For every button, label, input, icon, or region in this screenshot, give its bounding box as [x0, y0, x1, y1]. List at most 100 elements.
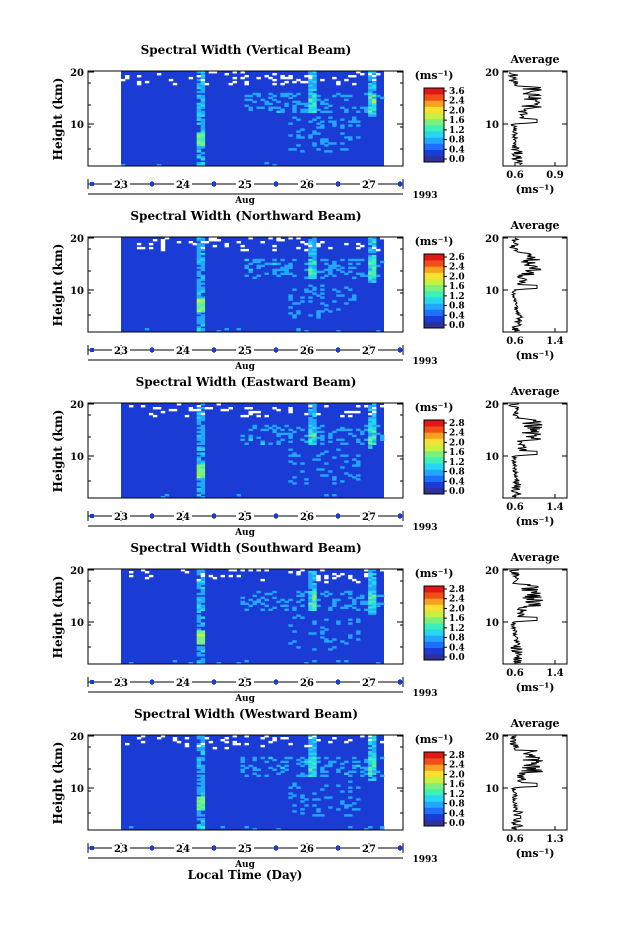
heatmap-cell [200, 490, 206, 493]
heatmap-cell [312, 94, 317, 98]
heatmap-cell [380, 594, 385, 598]
heatmap-cell [272, 590, 277, 594]
heatmap-cell [328, 592, 333, 596]
heatmap-cell [196, 407, 202, 410]
heatmap-cell [348, 774, 353, 777]
heatmap-cell [196, 144, 202, 147]
heatmap-cell [312, 737, 317, 740]
heatmap-cell [300, 102, 305, 106]
heatmap-cell [292, 640, 297, 643]
heatmap-cell [348, 258, 353, 262]
heatmap-cell [312, 276, 317, 279]
heatmap-cell [312, 80, 317, 84]
heatmap-cell [356, 454, 361, 457]
heatmap-gap [156, 407, 162, 410]
heatmap-cell [308, 106, 313, 109]
heatmap-cell [256, 768, 261, 771]
heatmap-cell [372, 248, 377, 252]
heatmap-cell [324, 638, 329, 641]
heatmap-cell [312, 254, 317, 258]
heatmap-cell [368, 434, 373, 438]
heatmap-cell [372, 598, 377, 602]
heatmap-gap [208, 407, 214, 410]
heatmap-cell [324, 590, 329, 594]
heatmap-cell [316, 270, 321, 273]
heatmap-cell [200, 244, 206, 248]
heatmap-cell [196, 642, 202, 645]
heatmap-cell [352, 600, 357, 604]
heatmap-cell [200, 598, 206, 602]
heatmap-cell [372, 80, 377, 84]
heatmap-cell [200, 118, 206, 121]
heatmap-cell [256, 92, 261, 96]
heatmap-gap [228, 407, 233, 410]
heatmap-cell [200, 590, 206, 594]
heatmap-gap [368, 735, 373, 738]
heatmap-cell [308, 586, 313, 590]
heatmap-cell [372, 86, 377, 90]
heatmap-cell [200, 276, 206, 279]
heatmap-cell [312, 106, 317, 109]
heatmap-cell [344, 604, 349, 607]
heatmap-cell [200, 616, 206, 619]
heatmap-gap [224, 746, 229, 750]
heatmap-cell [196, 756, 202, 760]
heatmap-cell [276, 764, 281, 768]
heatmap-cell [324, 756, 329, 760]
heatmap-cell [328, 440, 333, 443]
heatmap-cell [352, 770, 357, 773]
heatmap-cell [376, 602, 381, 605]
heatmap-cell [196, 774, 202, 777]
heatmap-cell [200, 737, 206, 740]
heatmap-cell [200, 282, 206, 285]
heatmap-cell [316, 454, 321, 457]
heatmap-cell [196, 112, 202, 115]
colorbar-segment [424, 131, 444, 138]
heatmap-gap [125, 75, 130, 78]
heatmap-cell [284, 270, 289, 273]
heatmap-gap [360, 244, 365, 248]
heatmap-cell [312, 432, 317, 436]
heatmap-cell [196, 288, 202, 291]
heatmap-cell [300, 616, 305, 619]
heatmap-cell [200, 90, 206, 94]
heatmap-cell [340, 270, 345, 273]
heatmap-cell [196, 282, 202, 285]
heatmap-cell [200, 786, 206, 789]
average-title: Average [509, 219, 559, 232]
panel-3: Spectral Width (Eastward Beam)2010Height… [51, 375, 568, 538]
day-label-background [174, 346, 192, 354]
heatmap-cell [368, 78, 373, 82]
heatmap-cell [320, 434, 325, 438]
heatmap-cell [200, 480, 206, 483]
heatmap-cell [316, 148, 321, 151]
heatmap-gap [212, 746, 218, 750]
heatmap-cell [372, 280, 377, 283]
colorbar-tick-label: 1.2 [449, 126, 465, 136]
colorbar-segment [424, 112, 444, 120]
heatmap-cell [308, 768, 313, 771]
heatmap-gap [296, 571, 301, 574]
heatmap-cell [372, 752, 377, 756]
heatmap-cell [292, 148, 297, 151]
heatmap-cell [292, 116, 297, 119]
day-label-background [360, 844, 378, 852]
heatmap-gap [136, 246, 142, 250]
heatmap-gap [129, 571, 134, 574]
heatmap-cell [356, 608, 361, 611]
heatmap-cell [308, 571, 313, 574]
heatmap-cell [236, 494, 241, 497]
heatmap-cell [268, 766, 273, 770]
heatmap-cell [312, 84, 317, 88]
heatmap-cell [344, 806, 349, 809]
heatmap-cell [280, 94, 285, 98]
heatmap-cell [196, 318, 202, 321]
heatmap-gap [208, 740, 214, 744]
heatmap-cell [344, 302, 349, 305]
heatmap-cell [312, 110, 317, 113]
heatmap-cell [340, 802, 345, 805]
heatmap-cell [200, 418, 206, 422]
heatmap-cell [200, 472, 206, 475]
heatmap-cell [340, 766, 345, 770]
heatmap-cell [200, 622, 206, 625]
